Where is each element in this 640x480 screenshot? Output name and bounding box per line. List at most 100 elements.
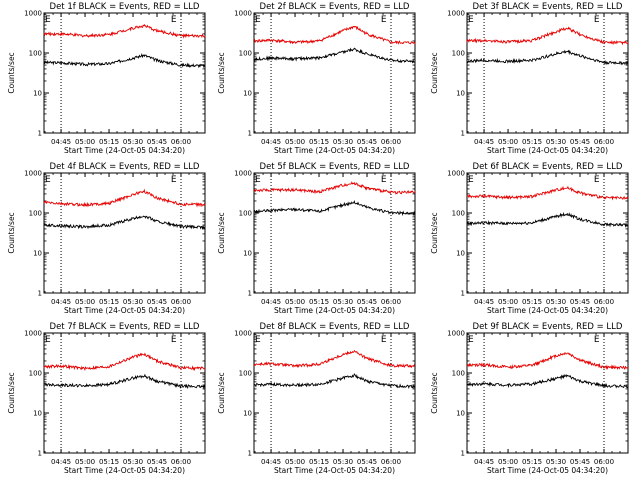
event-marker: E [468,335,474,345]
y-tick-label: 100 [452,210,465,218]
y-axis-label: Counts/sec [430,52,439,93]
series-lld [43,23,206,39]
y-tick-label: 100 [452,370,465,378]
y-tick-label: 1000 [447,10,465,18]
x-tick-label: 05:00 [75,458,95,466]
event-marker: E [171,335,177,345]
y-tick-label: 1 [38,130,42,138]
y-axis-label: Counts/sec [7,52,16,93]
y-tick-label: 10 [243,250,252,258]
y-tick-label: 100 [239,210,252,218]
y-tick-label: 1 [38,450,42,458]
series-lld [253,181,416,195]
x-tick-label: 06:00 [381,138,401,146]
y-tick-label: 10 [456,250,465,258]
x-tick-label: 04:45 [474,458,494,466]
plot-frame [253,332,416,454]
plot-frame [43,332,206,454]
x-tick-label: 05:45 [570,298,590,306]
series-events [466,211,629,228]
x-tick-label: 05:15 [99,458,119,466]
x-axis-label: Start Time (24-Oct-05 04:34:20) [487,146,608,155]
y-tick-label: 1000 [24,330,42,338]
x-tick-label: 05:00 [75,298,95,306]
y-tick-label: 10 [33,90,42,98]
x-tick-label: 05:45 [147,458,167,466]
x-tick-label: 05:00 [285,298,305,306]
y-tick-label: 1000 [234,170,252,178]
x-tick-label: 05:00 [498,458,518,466]
series-lld [466,185,629,201]
series-lld [253,349,416,369]
y-tick-label: 10 [243,90,252,98]
panel-title: Det 3f BLACK = Events, RED = LLD [473,2,623,12]
series-events [253,199,416,217]
y-tick-label: 1000 [234,10,252,18]
x-axis-label: Start Time (24-Oct-05 04:34:20) [64,466,185,475]
event-marker: E [468,175,474,185]
plot-frame [43,172,206,294]
series-events [253,47,416,64]
series-lld [43,188,206,208]
x-tick-label: 05:30 [333,138,353,146]
x-tick-label: 05:45 [357,138,377,146]
y-axis-label: Counts/sec [7,372,16,413]
panel-title: Det 5f BLACK = Events, RED = LLD [260,162,410,172]
x-axis-label: Start Time (24-Oct-05 04:34:20) [64,146,185,155]
x-tick-label: 06:00 [171,458,191,466]
plot-frame [466,332,629,454]
y-axis-label: Counts/sec [217,372,226,413]
plot-frame [43,12,206,134]
x-tick-label: 05:45 [147,138,167,146]
x-tick-label: 04:45 [261,138,281,146]
y-axis-label: Counts/sec [430,372,439,413]
x-tick-label: 05:30 [333,458,353,466]
event-marker: E [45,335,51,345]
panel-4: Det 4f BLACK = Events, RED = LLD 1 10 100 10… [7,162,206,315]
y-tick-label: 1 [248,290,252,298]
x-tick-label: 06:00 [594,138,614,146]
panel-1: Det 1f BLACK = Events, RED = LLD 1 10 100 10… [7,2,206,155]
x-tick-label: 04:45 [474,298,494,306]
series-events [43,215,206,230]
y-tick-label: 10 [33,250,42,258]
event-marker: E [45,15,51,25]
x-tick-label: 05:15 [309,138,329,146]
series-events [43,373,206,390]
x-tick-label: 05:15 [309,298,329,306]
y-tick-label: 100 [29,50,42,58]
x-tick-label: 04:45 [51,458,71,466]
x-tick-label: 04:45 [474,138,494,146]
y-tick-label: 1000 [447,170,465,178]
x-tick-label: 05:15 [522,138,542,146]
y-tick-label: 1 [248,450,252,458]
x-tick-label: 04:45 [261,298,281,306]
panel-title: Det 1f BLACK = Events, RED = LLD [50,2,200,12]
event-marker: E [171,15,177,25]
y-tick-label: 1000 [24,10,42,18]
panel-7: Det 7f BLACK = Events, RED = LLD 1 10 100 10… [7,322,206,475]
x-tick-label: 05:30 [123,458,143,466]
x-tick-label: 05:15 [522,298,542,306]
y-tick-label: 1000 [24,170,42,178]
y-tick-label: 100 [239,370,252,378]
x-tick-label: 06:00 [171,298,191,306]
x-tick-label: 04:45 [261,458,281,466]
series-events [253,373,416,389]
y-tick-label: 1 [248,130,252,138]
x-tick-label: 06:00 [594,458,614,466]
y-tick-label: 10 [456,410,465,418]
event-marker: E [255,335,261,345]
y-tick-label: 1000 [234,330,252,338]
panel-6: Det 6f BLACK = Events, RED = LLD 1 10 100 10… [430,162,629,315]
x-tick-label: 05:45 [357,298,377,306]
x-tick-label: 06:00 [381,458,401,466]
y-axis-label: Counts/sec [7,212,16,253]
event-marker: E [594,335,600,345]
x-tick-label: 05:00 [285,138,305,146]
panel-title: Det 7f BLACK = Events, RED = LLD [50,322,200,332]
event-marker: E [594,15,600,25]
x-tick-label: 05:45 [357,458,377,466]
x-axis-label: Start Time (24-Oct-05 04:34:20) [274,466,395,475]
